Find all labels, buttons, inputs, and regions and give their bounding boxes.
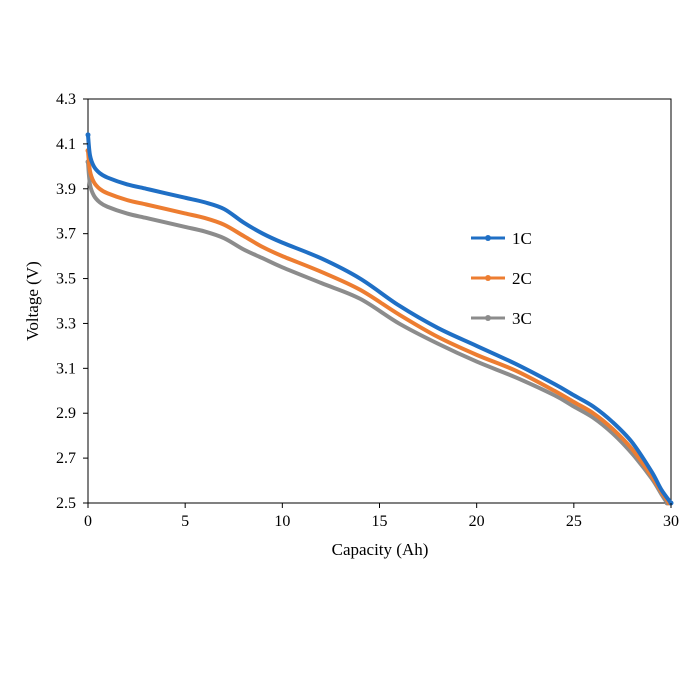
y-axis-title: Voltage (V) xyxy=(23,261,42,340)
x-tick-label: 20 xyxy=(469,513,485,530)
series-line-2c xyxy=(86,148,672,505)
legend-marker xyxy=(485,275,491,281)
legend-label: 3C xyxy=(512,309,532,328)
y-tick-label: 2.5 xyxy=(56,495,76,512)
legend-item-1c: 1C xyxy=(471,229,532,248)
legend-item-3c: 3C xyxy=(471,309,532,328)
series-line-1c xyxy=(86,132,673,505)
y-tick-label: 4.1 xyxy=(56,136,76,153)
legend-marker xyxy=(485,315,491,321)
y-tick-label: 2.9 xyxy=(56,405,76,422)
x-tick-label: 30 xyxy=(663,513,679,530)
series-point-1c xyxy=(85,132,91,138)
y-tick-label: 3.3 xyxy=(56,315,76,332)
y-tick-label: 2.7 xyxy=(56,450,76,467)
y-tick-label: 4.3 xyxy=(56,91,76,108)
x-axis-ticks: 0 5 10 15 20 25 30 xyxy=(84,503,679,530)
x-tick-label: 5 xyxy=(181,513,189,530)
y-tick-label: 3.5 xyxy=(56,271,76,288)
x-tick-label: 10 xyxy=(274,513,290,530)
series-layer xyxy=(85,132,674,506)
legend-item-2c: 2C xyxy=(471,269,532,288)
legend-label: 2C xyxy=(512,269,532,288)
y-tick-label: 3.1 xyxy=(56,360,76,377)
series-line-3c xyxy=(86,159,670,505)
legend-marker xyxy=(485,235,491,241)
y-tick-label: 3.7 xyxy=(56,226,76,243)
legend: 1C 2C 3C xyxy=(471,229,532,328)
x-tick-label: 25 xyxy=(566,513,582,530)
y-axis-ticks: 2.5 2.7 2.9 3.1 3.3 3.5 3.7 3.9 4.1 4.3 xyxy=(56,91,88,512)
legend-label: 1C xyxy=(512,229,532,248)
x-tick-label: 15 xyxy=(372,513,388,530)
x-tick-label: 0 xyxy=(84,513,92,530)
y-tick-label: 3.9 xyxy=(56,181,76,198)
x-axis-title: Capacity (Ah) xyxy=(332,540,429,559)
